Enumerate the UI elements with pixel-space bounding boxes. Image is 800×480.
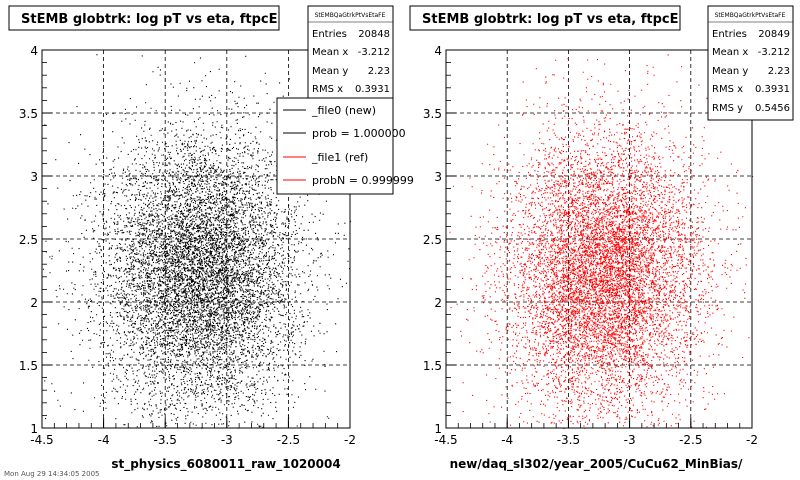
x-tick-label: -3 [624,433,636,447]
right-stats-mean-x-label: Mean x [712,47,748,58]
left-stats-entries: 20848 [358,29,390,40]
y-tick-label: 1.5 [423,359,442,373]
left-title-box [8,5,280,31]
left-legend: _file0 (new) prob = 1.000000 _file1 (ref… [276,97,414,195]
left-stats-rms-x: 0.3931 [355,84,390,95]
legend-label-prob: prob = 1.000000 [312,127,406,140]
left-stats-mean-y: 2.23 [368,66,390,77]
x-tick-label: -3 [221,433,233,447]
left-stats-mean-x: -3.212 [358,47,390,58]
y-tick-label: 2 [30,296,38,310]
y-tick-label: 4 [30,44,38,58]
left-title: StEMB globtrk: log pT vs eta, ftpcE [21,12,278,27]
x-tick-label: -4 [98,433,110,447]
x-tick-label: -4.5 [30,433,53,447]
y-tick-label: 2.5 [19,233,38,247]
x-tick-label: -4.5 [434,433,457,447]
right-stats-entries-label: Entries [712,29,747,40]
left-stats-mean-x-label: Mean x [312,47,348,58]
right-panel: -4.5 -4 -3.5 -3 -2.5 -2 1 1.5 2 2.5 3 3.5 4 StEMB gl… [409,5,794,472]
right-title-box [409,5,681,31]
legend-label-probn: probN = 0.999999 [312,174,414,187]
left-stats-name: StEMBQaGtrkPtVsEtaFE [315,12,386,19]
left-stats-box [307,5,394,101]
right-stats-mean-x: -3.212 [758,47,790,58]
left-stats-mean-y-label: Mean y [312,66,348,77]
y-tick-label: 1 [434,422,442,436]
left-axis-ticks: -4.5 -4 -3.5 -3 -2.5 -2 1 1.5 2 2.5 3 3.5 4 [19,44,356,447]
left-stats-entries-label: Entries [312,29,347,40]
x-tick-label: -2.5 [277,433,300,447]
y-tick-label: 3 [434,170,442,184]
y-tick-label: 1.5 [19,359,38,373]
right-title: StEMB globtrk: log pT vs eta, ftpcE [422,12,679,27]
x-tick-label: -4 [501,433,513,447]
y-tick-label: 3.5 [423,107,442,121]
left-stats-rms-x-label: RMS x [312,84,343,95]
legend-label-file1: _file1 (ref) [311,151,368,164]
right-stats-rms-y-label: RMS y [712,103,743,114]
y-tick-label: 1 [30,422,38,436]
right-stats-box [707,5,794,121]
left-panel: -4.5 -4 -3.5 -3 -2.5 -2 1 1.5 2 2.5 3 3.5 4 StEMB gl… [8,5,414,472]
right-stats-name: StEMBQaGtrkPtVsEtaFE [715,12,786,19]
footer-timestamp: Mon Aug 29 14:34:05 2005 [4,470,100,478]
right-stats-mean-y: 2.23 [768,66,790,77]
y-tick-label: 2.5 [423,233,442,247]
legend-box [276,97,394,195]
right-stats-entries: 20849 [758,29,790,40]
right-stats-mean-y-label: Mean y [712,66,748,77]
right-axis-ticks: -4.5 -4 -3.5 -3 -2.5 -2 1 1.5 2 2.5 3 3.5 4 [423,44,758,447]
x-tick-label: -2.5 [679,433,702,447]
x-tick-label: -3.5 [153,433,176,447]
right-x-axis-label: new/daq_sl302/year_2005/CuCu62_MinBias/ [450,457,743,472]
x-tick-label: -2 [344,433,356,447]
y-tick-label: 3.5 [19,107,38,121]
right-stats-rms-x: 0.3931 [755,84,790,95]
y-tick-label: 4 [434,44,442,58]
x-tick-label: -2 [746,433,758,447]
legend-label-file0: _file0 (new) [311,104,376,117]
left-x-axis-label: st_physics_6080011_raw_1020004 [111,457,340,472]
y-tick-label: 2 [434,296,442,310]
x-tick-label: -3.5 [557,433,580,447]
right-stats-rms-y: 0.5456 [755,103,790,114]
y-tick-label: 3 [30,170,38,184]
right-stats-rms-x-label: RMS x [712,84,743,95]
